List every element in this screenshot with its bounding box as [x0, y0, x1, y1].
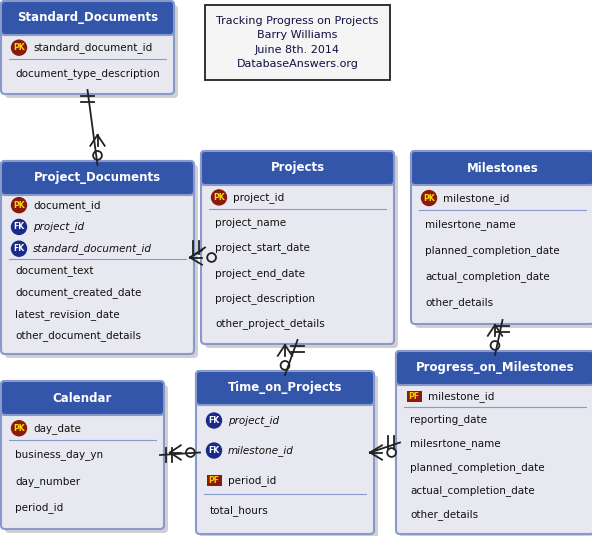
Text: standard_document_id: standard_document_id	[33, 243, 152, 254]
Text: PF: PF	[208, 476, 220, 485]
FancyBboxPatch shape	[5, 385, 168, 533]
Bar	[6, 398, 159, 411]
Text: Time_on_Projects: Time_on_Projects	[228, 382, 342, 394]
Circle shape	[422, 190, 436, 205]
Text: Milestones: Milestones	[466, 161, 538, 175]
FancyBboxPatch shape	[200, 375, 378, 536]
FancyBboxPatch shape	[205, 155, 398, 348]
Text: Calendar: Calendar	[53, 391, 112, 405]
Text: Progress_on_Milestones: Progress_on_Milestones	[416, 361, 574, 375]
FancyBboxPatch shape	[1, 161, 194, 195]
Circle shape	[207, 413, 221, 428]
Text: other_project_details: other_project_details	[215, 318, 325, 329]
FancyBboxPatch shape	[1, 381, 164, 529]
Text: project_start_date: project_start_date	[215, 242, 310, 254]
FancyBboxPatch shape	[1, 1, 174, 94]
Text: other_details: other_details	[425, 297, 493, 308]
Text: milestone_id: milestone_id	[228, 445, 294, 456]
Circle shape	[11, 219, 27, 234]
Circle shape	[11, 421, 27, 436]
Text: standard_document_id: standard_document_id	[33, 42, 152, 53]
Text: Standard_Documents: Standard_Documents	[17, 11, 158, 25]
FancyBboxPatch shape	[1, 381, 164, 415]
FancyBboxPatch shape	[1, 161, 194, 354]
Text: milestone_id: milestone_id	[428, 391, 494, 402]
Text: business_day_yn: business_day_yn	[15, 449, 103, 460]
Bar	[201, 388, 369, 401]
Text: milestone_id: milestone_id	[443, 192, 509, 204]
FancyBboxPatch shape	[201, 151, 394, 344]
Text: document_id: document_id	[33, 200, 101, 211]
FancyBboxPatch shape	[396, 351, 592, 385]
Text: period_id: period_id	[15, 502, 63, 513]
FancyBboxPatch shape	[396, 351, 592, 534]
Text: project_id: project_id	[228, 415, 279, 426]
Text: FK: FK	[208, 446, 220, 455]
Text: actual_completion_date: actual_completion_date	[410, 486, 535, 496]
FancyBboxPatch shape	[415, 155, 592, 328]
Text: planned_completion_date: planned_completion_date	[425, 245, 559, 256]
Text: PK: PK	[13, 43, 25, 52]
Bar	[6, 178, 189, 191]
Text: Project_Documents: Project_Documents	[34, 172, 161, 184]
FancyBboxPatch shape	[207, 475, 221, 486]
Text: day_date: day_date	[33, 423, 81, 434]
Text: document_text: document_text	[15, 265, 94, 276]
Bar	[416, 168, 589, 181]
FancyBboxPatch shape	[1, 1, 174, 35]
Text: project_end_date: project_end_date	[215, 267, 305, 279]
FancyBboxPatch shape	[196, 371, 374, 405]
Text: project_name: project_name	[215, 217, 286, 228]
Text: total_hours: total_hours	[210, 505, 269, 516]
FancyBboxPatch shape	[411, 151, 592, 185]
Text: project_id: project_id	[33, 221, 84, 233]
Bar	[205, 5, 390, 80]
Text: document_created_date: document_created_date	[15, 287, 141, 297]
Text: day_number: day_number	[15, 476, 80, 487]
Text: latest_revision_date: latest_revision_date	[15, 309, 120, 319]
Bar	[206, 168, 389, 181]
Text: reporting_date: reporting_date	[410, 414, 487, 426]
Text: project_description: project_description	[215, 293, 315, 304]
Text: document_type_description: document_type_description	[15, 68, 160, 79]
Text: PF: PF	[408, 392, 420, 401]
Text: milesrtone_name: milesrtone_name	[410, 438, 501, 449]
Text: other_document_details: other_document_details	[15, 330, 141, 341]
Text: FK: FK	[208, 416, 220, 425]
Text: Projects: Projects	[271, 161, 324, 175]
Text: PK: PK	[213, 193, 225, 202]
Text: milesrtone_name: milesrtone_name	[425, 219, 516, 230]
Text: period_id: period_id	[228, 475, 276, 486]
Text: other_details: other_details	[410, 509, 478, 520]
FancyBboxPatch shape	[400, 355, 592, 536]
Bar	[401, 368, 589, 381]
Text: FK: FK	[14, 222, 24, 232]
Circle shape	[207, 443, 221, 458]
Text: PK: PK	[13, 200, 25, 210]
FancyBboxPatch shape	[196, 371, 374, 534]
Text: PK: PK	[13, 424, 25, 433]
Circle shape	[211, 190, 227, 205]
Circle shape	[11, 198, 27, 213]
Text: project_id: project_id	[233, 192, 284, 203]
FancyBboxPatch shape	[407, 391, 422, 402]
Text: PK: PK	[423, 193, 435, 203]
Text: planned_completion_date: planned_completion_date	[410, 462, 545, 473]
FancyBboxPatch shape	[201, 151, 394, 185]
Text: FK: FK	[14, 244, 24, 253]
FancyBboxPatch shape	[5, 5, 178, 98]
Bar	[6, 18, 169, 31]
Circle shape	[11, 241, 27, 256]
Circle shape	[11, 40, 27, 55]
FancyBboxPatch shape	[5, 165, 198, 358]
Text: Tracking Progress on Projects
Barry Williams
Juine 8th. 2014
DatabaseAnswers.org: Tracking Progress on Projects Barry Will…	[216, 16, 379, 69]
Text: actual_completion_date: actual_completion_date	[425, 271, 549, 282]
FancyBboxPatch shape	[411, 151, 592, 324]
